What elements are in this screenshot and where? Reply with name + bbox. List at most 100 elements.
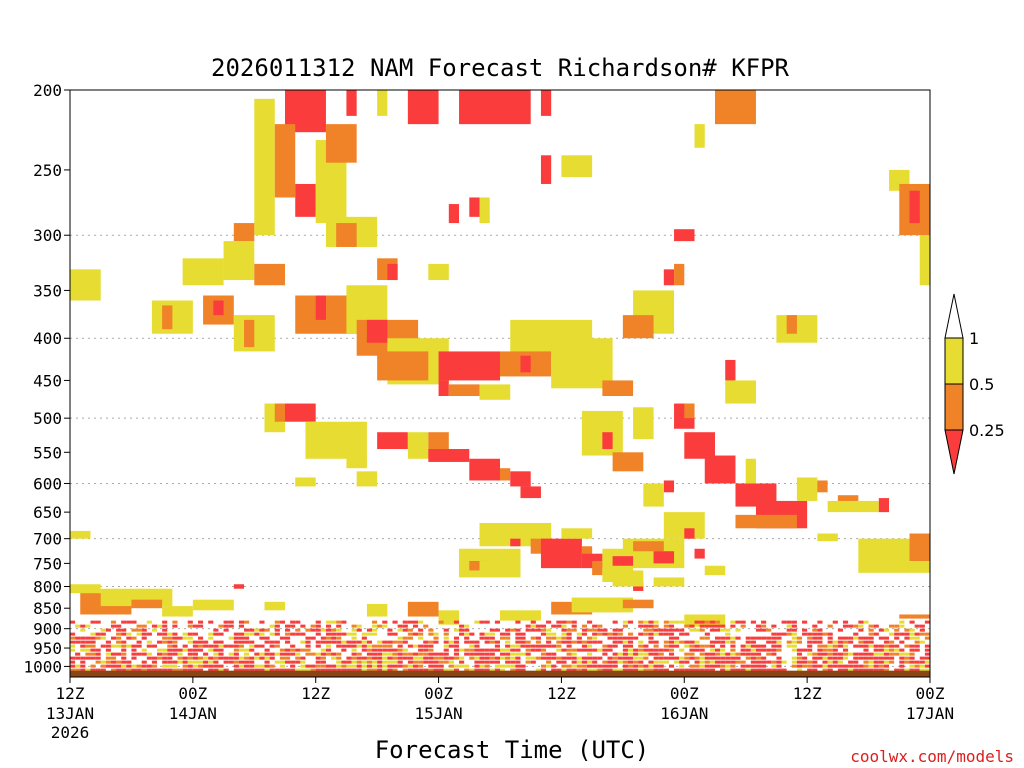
band-cell xyxy=(361,656,367,660)
band-cell xyxy=(648,640,654,644)
band-cell xyxy=(382,668,388,672)
band-cell xyxy=(894,644,900,648)
band-cell xyxy=(295,628,301,632)
band-cell xyxy=(167,660,173,664)
band-cell xyxy=(172,632,178,636)
band-cell xyxy=(551,664,557,668)
band-cell xyxy=(807,668,813,672)
band-cell xyxy=(500,636,506,640)
band-cell xyxy=(331,664,337,668)
band-cell xyxy=(412,656,419,660)
band-cell xyxy=(914,624,920,628)
band-cell xyxy=(315,628,321,632)
band-cell xyxy=(423,624,429,628)
band-cell xyxy=(525,652,531,656)
band-cell xyxy=(873,660,879,664)
plot-frame xyxy=(69,89,931,678)
band-cell xyxy=(592,656,598,660)
band-cell xyxy=(423,660,429,664)
band-cell xyxy=(715,640,721,644)
band-cell xyxy=(827,644,833,648)
band-cell xyxy=(689,640,695,644)
band-cell xyxy=(90,620,96,624)
band-cell xyxy=(448,656,454,660)
band-cell xyxy=(551,656,557,660)
band-cell xyxy=(285,656,291,660)
richardson-cells xyxy=(70,90,930,627)
band-cell xyxy=(116,664,122,668)
band-cell xyxy=(638,660,644,664)
band-cell xyxy=(218,624,224,628)
band-cell xyxy=(878,668,884,672)
band-cell xyxy=(192,648,198,652)
band-cell xyxy=(535,628,541,632)
band-cell xyxy=(832,664,838,668)
legend-label: 0.5 xyxy=(969,375,994,394)
band-cell xyxy=(223,656,229,660)
band-cell xyxy=(622,624,628,628)
band-cell xyxy=(750,636,756,640)
band-cell xyxy=(336,640,342,644)
band-cell xyxy=(269,644,275,648)
band-cell xyxy=(428,644,434,648)
band-cell xyxy=(300,660,306,664)
band-cell xyxy=(428,648,434,652)
band-cell xyxy=(566,652,572,656)
band-cell xyxy=(889,644,895,648)
band-cell xyxy=(638,620,644,624)
ri-cell-low xyxy=(540,538,582,569)
band-cell xyxy=(325,620,332,624)
band-cell xyxy=(151,660,158,664)
band-cell xyxy=(740,660,746,664)
band-cell xyxy=(668,656,675,660)
band-cell xyxy=(883,656,890,660)
band-cell xyxy=(351,644,357,648)
band-cell xyxy=(361,664,367,668)
band-cell xyxy=(341,664,347,668)
band-cell xyxy=(366,668,373,672)
band-cell xyxy=(858,656,864,660)
band-cell xyxy=(894,628,900,632)
band-cell xyxy=(551,636,557,640)
band-cell xyxy=(587,640,593,644)
band-cell xyxy=(448,668,454,672)
band-cell xyxy=(755,664,762,668)
band-cell xyxy=(853,624,859,628)
ri-cell-high xyxy=(633,407,654,440)
band-cell xyxy=(909,660,915,664)
band-cell xyxy=(203,664,209,668)
band-cell xyxy=(418,656,424,660)
band-cell xyxy=(136,632,142,636)
ri-cell-low xyxy=(469,197,480,217)
band-cell xyxy=(807,640,813,644)
ri-cell-high xyxy=(745,458,756,484)
band-cell xyxy=(832,644,838,648)
band-cell xyxy=(515,648,521,652)
band-cell xyxy=(715,652,721,656)
band-cell xyxy=(484,640,490,644)
band-cell xyxy=(315,668,321,672)
band-cell xyxy=(868,664,874,668)
band-cell xyxy=(105,652,111,656)
band-cell xyxy=(479,660,485,664)
band-cell xyxy=(924,664,930,668)
band-cell xyxy=(868,644,874,648)
band-cell xyxy=(443,636,449,640)
band-cell xyxy=(331,640,337,644)
band-cell xyxy=(418,668,424,672)
band-cell xyxy=(325,624,332,628)
band-cell xyxy=(336,660,342,664)
band-cell xyxy=(412,652,419,656)
band-cell xyxy=(597,668,603,672)
band-cell xyxy=(858,624,864,628)
ground-fill xyxy=(70,670,930,677)
band-cell xyxy=(617,628,623,632)
band-cell xyxy=(510,664,516,668)
band-cell xyxy=(341,644,347,648)
band-cell xyxy=(535,668,541,672)
band-cell xyxy=(878,636,884,640)
band-cell xyxy=(187,652,193,656)
band-cell xyxy=(187,624,193,628)
ri-cell-low xyxy=(663,269,675,286)
band-cell xyxy=(372,624,378,628)
